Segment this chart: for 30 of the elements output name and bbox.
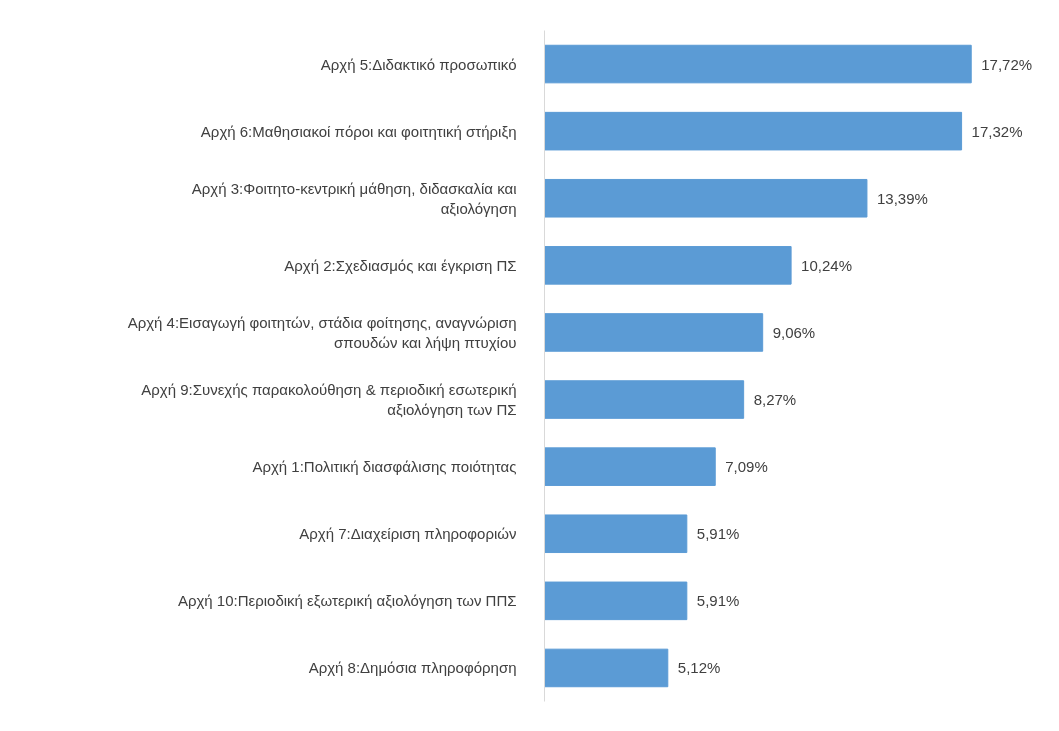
y-tick-label: Αρχή 3:Φοιτητο-κεντρική μάθηση, διδασκαλία και αξιολόγηση	[191, 179, 517, 217]
data-label: 10,24%	[801, 256, 852, 274]
data-label: 13,39%	[876, 189, 928, 207]
data-label: 5,91%	[696, 525, 740, 543]
y-tick-label: Αρχή 9:Συνεχής παρακολούθηση & περιοδική εσωτερική αξιολόγηση των ΠΣ	[141, 380, 517, 419]
y-tick-label: Αρχή 8:Δημόσια πληροφόρηση	[308, 659, 517, 677]
y-tick-label: Αρχή 2:Σχεδιασμός και έγκριση ΠΣ	[284, 256, 517, 274]
bar	[544, 447, 716, 486]
data-label: 5,12%	[677, 659, 721, 677]
bar	[544, 111, 963, 151]
bar	[544, 44, 972, 84]
y-tick-label: Αρχή 4:Εισαγωγή φοιτητών, στάδια φοίτησης, αναγνώριση σπουδών και λήψη πτυχίου	[127, 313, 517, 352]
y-tick-label: Αρχή 6:Μαθησιακοί πόροι και φοιτητική στήριξη	[200, 122, 517, 140]
data-label: 5,91%	[696, 592, 740, 610]
data-label: 17,32%	[971, 122, 1023, 140]
bar	[544, 178, 868, 218]
bar	[544, 581, 688, 621]
data-label: 17,72%	[981, 55, 1033, 73]
bar	[544, 246, 792, 285]
data-label: 8,27%	[753, 391, 797, 409]
y-tick-label: Αρχή 7:Διαχείριση πληροφοριών	[299, 525, 517, 543]
bar	[544, 380, 745, 419]
data-label: 9,06%	[772, 323, 816, 341]
y-tick-label: Αρχή 1:Πολιτική διασφάλισης ποιότητας	[252, 458, 517, 476]
data-label: 7,09%	[725, 458, 768, 476]
bar	[544, 514, 688, 554]
bar	[544, 648, 669, 688]
bar	[544, 313, 764, 352]
y-tick-label: Αρχή 10:Περιοδική εξωτερική αξιολόγηση των ΠΠΣ	[177, 592, 517, 610]
y-tick-label: Αρχή 5:Διδακτικό προσωπικό	[320, 55, 517, 73]
